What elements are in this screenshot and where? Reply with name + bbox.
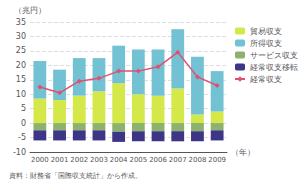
- svg-text:2007: 2007: [169, 156, 187, 164]
- svg-text:（年）: （年）: [231, 148, 255, 157]
- svg-text:2009: 2009: [208, 156, 226, 164]
- svg-text:20: 20: [16, 61, 26, 70]
- svg-text:10: 10: [16, 90, 26, 99]
- svg-text:2005: 2005: [129, 156, 147, 164]
- svg-text:経常収支: 経常収支: [249, 75, 282, 84]
- svg-text:所得収支: 所得収支: [250, 39, 282, 48]
- svg-text:2008: 2008: [189, 156, 207, 164]
- svg-text:15: 15: [16, 75, 26, 84]
- svg-text:0: 0: [21, 119, 26, 128]
- svg-text:貿易収支: 貿易収支: [250, 27, 282, 36]
- svg-text:2003: 2003: [90, 156, 108, 164]
- svg-text:2002: 2002: [70, 156, 88, 164]
- svg-text:経常収支移転: 経常収支移転: [249, 63, 298, 72]
- svg-text:2004: 2004: [110, 156, 128, 164]
- svg-text:2006: 2006: [149, 156, 167, 164]
- svg-text:（兆円）: （兆円）: [14, 6, 46, 15]
- svg-text:-10: -10: [13, 148, 26, 157]
- svg-text:35: 35: [16, 18, 26, 27]
- svg-text:5: 5: [21, 104, 26, 113]
- svg-text:資料：財務省「国際収支統計」から作成。: 資料：財務省「国際収支統計」から作成。: [9, 172, 142, 180]
- svg-text:2000: 2000: [31, 156, 49, 164]
- svg-text:2001: 2001: [51, 156, 69, 164]
- svg-text:サービス収支: サービス収支: [250, 51, 298, 60]
- svg-text:-5: -5: [18, 133, 26, 142]
- svg-text:30: 30: [16, 32, 26, 41]
- svg-text:25: 25: [16, 46, 26, 55]
